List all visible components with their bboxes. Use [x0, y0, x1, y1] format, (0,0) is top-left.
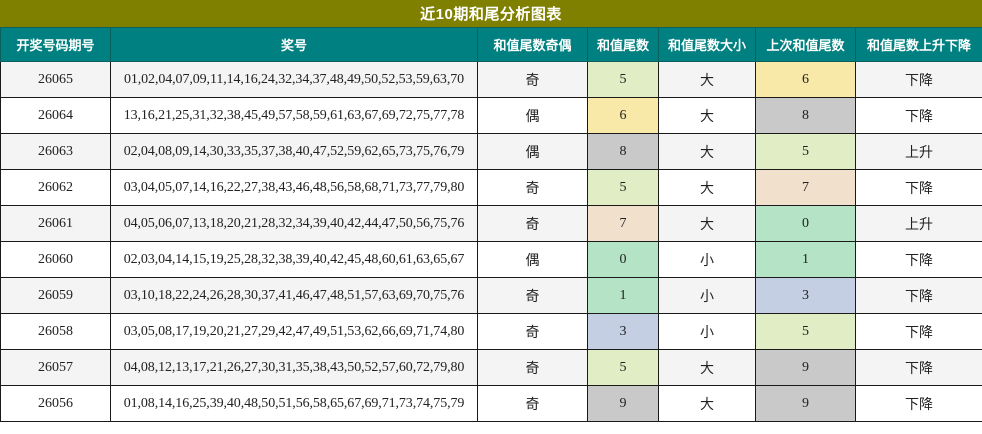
cell-trend: 下降 — [855, 277, 982, 314]
column-header-numbers[interactable]: 奖号 — [110, 27, 478, 62]
column-header-tail[interactable]: 和值尾数 — [587, 27, 659, 62]
cell-tail: 5 — [587, 349, 659, 386]
table-row[interactable]: 26063 02,04,08,09,14,30,33,35,37,38,40,47… — [0, 133, 982, 170]
cell-tail: 1 — [587, 277, 659, 314]
cell-period: 26057 — [0, 349, 111, 386]
cell-parity: 偶 — [477, 133, 588, 170]
table-row[interactable]: 26056 01,08,14,16,25,39,40,48,50,51,56,58… — [0, 385, 982, 422]
cell-size: 小 — [658, 241, 756, 278]
column-header-prev[interactable]: 上次和值尾数 — [755, 27, 856, 62]
cell-period: 26059 — [0, 277, 111, 314]
cell-tail: 5 — [587, 61, 659, 98]
cell-period: 26065 — [0, 61, 111, 98]
cell-period: 26056 — [0, 385, 111, 422]
cell-size: 小 — [658, 277, 756, 314]
tail-analysis-table: 开奖号码期号 奖号 和值尾数奇偶 和值尾数 和值尾数大小 上次和值尾数 和值尾数… — [0, 27, 982, 422]
cell-tail: 6 — [587, 97, 659, 134]
cell-numbers: 01,08,14,16,25,39,40,48,50,51,56,58,65,6… — [110, 385, 478, 422]
cell-prev-tail: 8 — [755, 97, 856, 134]
page-title: 近10期和尾分析图表 — [420, 6, 562, 23]
cell-tail: 3 — [587, 313, 659, 350]
cell-trend: 下降 — [855, 241, 982, 278]
cell-parity: 奇 — [477, 61, 588, 98]
table-row[interactable]: 26058 03,05,08,17,19,20,21,27,29,42,47,49… — [0, 313, 982, 350]
cell-numbers: 13,16,21,25,31,32,38,45,49,57,58,59,61,6… — [110, 97, 478, 134]
cell-size: 大 — [658, 97, 756, 134]
cell-size: 大 — [658, 205, 756, 242]
cell-prev-tail: 5 — [755, 313, 856, 350]
cell-trend: 下降 — [855, 97, 982, 134]
cell-period: 26063 — [0, 133, 111, 170]
cell-tail: 9 — [587, 385, 659, 422]
cell-parity: 奇 — [477, 385, 588, 422]
cell-prev-tail: 9 — [755, 349, 856, 386]
table-row[interactable]: 26059 03,10,18,22,24,26,28,30,37,41,46,47… — [0, 277, 982, 314]
cell-period: 26061 — [0, 205, 111, 242]
cell-size: 大 — [658, 349, 756, 386]
cell-prev-tail: 7 — [755, 169, 856, 206]
cell-prev-tail: 9 — [755, 385, 856, 422]
cell-tail: 0 — [587, 241, 659, 278]
cell-numbers: 03,04,05,07,14,16,22,27,38,43,46,48,56,5… — [110, 169, 478, 206]
cell-parity: 奇 — [477, 169, 588, 206]
cell-size: 小 — [658, 313, 756, 350]
cell-numbers: 03,10,18,22,24,26,28,30,37,41,46,47,48,5… — [110, 277, 478, 314]
column-header-period[interactable]: 开奖号码期号 — [0, 27, 111, 62]
table-header: 开奖号码期号 奖号 和值尾数奇偶 和值尾数 和值尾数大小 上次和值尾数 和值尾数… — [0, 27, 982, 62]
cell-parity: 奇 — [477, 313, 588, 350]
cell-size: 大 — [658, 169, 756, 206]
cell-period: 26064 — [0, 97, 111, 134]
cell-prev-tail: 5 — [755, 133, 856, 170]
table-row[interactable]: 26064 13,16,21,25,31,32,38,45,49,57,58,59… — [0, 97, 982, 134]
cell-trend: 下降 — [855, 169, 982, 206]
cell-prev-tail: 0 — [755, 205, 856, 242]
table-row[interactable]: 26061 04,05,06,07,13,18,20,21,28,32,34,39… — [0, 205, 982, 242]
cell-trend: 上升 — [855, 133, 982, 170]
cell-parity: 奇 — [477, 205, 588, 242]
cell-numbers: 04,05,06,07,13,18,20,21,28,32,34,39,40,4… — [110, 205, 478, 242]
cell-tail: 8 — [587, 133, 659, 170]
table-row[interactable]: 26057 04,08,12,13,17,21,26,27,30,31,35,38… — [0, 349, 982, 386]
table-row[interactable]: 26062 03,04,05,07,14,16,22,27,38,43,46,48… — [0, 169, 982, 206]
cell-period: 26058 — [0, 313, 111, 350]
cell-size: 大 — [658, 61, 756, 98]
cell-tail: 5 — [587, 169, 659, 206]
cell-prev-tail: 3 — [755, 277, 856, 314]
cell-trend: 下降 — [855, 385, 982, 422]
cell-trend: 下降 — [855, 61, 982, 98]
table-row[interactable]: 26065 01,02,04,07,09,11,14,16,24,32,34,37… — [0, 61, 982, 98]
cell-parity: 奇 — [477, 277, 588, 314]
cell-parity: 偶 — [477, 241, 588, 278]
cell-numbers: 03,05,08,17,19,20,21,27,29,42,47,49,51,5… — [110, 313, 478, 350]
cell-trend: 上升 — [855, 205, 982, 242]
cell-size: 大 — [658, 133, 756, 170]
cell-numbers: 01,02,04,07,09,11,14,16,24,32,34,37,48,4… — [110, 61, 478, 98]
table-body: 26065 01,02,04,07,09,11,14,16,24,32,34,37… — [0, 61, 982, 422]
cell-parity: 偶 — [477, 97, 588, 134]
cell-parity: 奇 — [477, 349, 588, 386]
cell-trend: 下降 — [855, 349, 982, 386]
cell-trend: 下降 — [855, 313, 982, 350]
column-header-trend[interactable]: 和值尾数上升下降 — [855, 27, 982, 62]
page-title-bar: 近10期和尾分析图表 — [0, 0, 982, 27]
cell-prev-tail: 1 — [755, 241, 856, 278]
column-header-size[interactable]: 和值尾数大小 — [658, 27, 756, 62]
cell-numbers: 04,08,12,13,17,21,26,27,30,31,35,38,43,5… — [110, 349, 478, 386]
cell-prev-tail: 6 — [755, 61, 856, 98]
cell-numbers: 02,03,04,14,15,19,25,28,32,38,39,40,42,4… — [110, 241, 478, 278]
cell-period: 26062 — [0, 169, 111, 206]
cell-tail: 7 — [587, 205, 659, 242]
header-row: 开奖号码期号 奖号 和值尾数奇偶 和值尾数 和值尾数大小 上次和值尾数 和值尾数… — [0, 27, 982, 62]
cell-period: 26060 — [0, 241, 111, 278]
cell-size: 大 — [658, 385, 756, 422]
table-row[interactable]: 26060 02,03,04,14,15,19,25,28,32,38,39,40… — [0, 241, 982, 278]
cell-numbers: 02,04,08,09,14,30,33,35,37,38,40,47,52,5… — [110, 133, 478, 170]
column-header-parity[interactable]: 和值尾数奇偶 — [477, 27, 588, 62]
